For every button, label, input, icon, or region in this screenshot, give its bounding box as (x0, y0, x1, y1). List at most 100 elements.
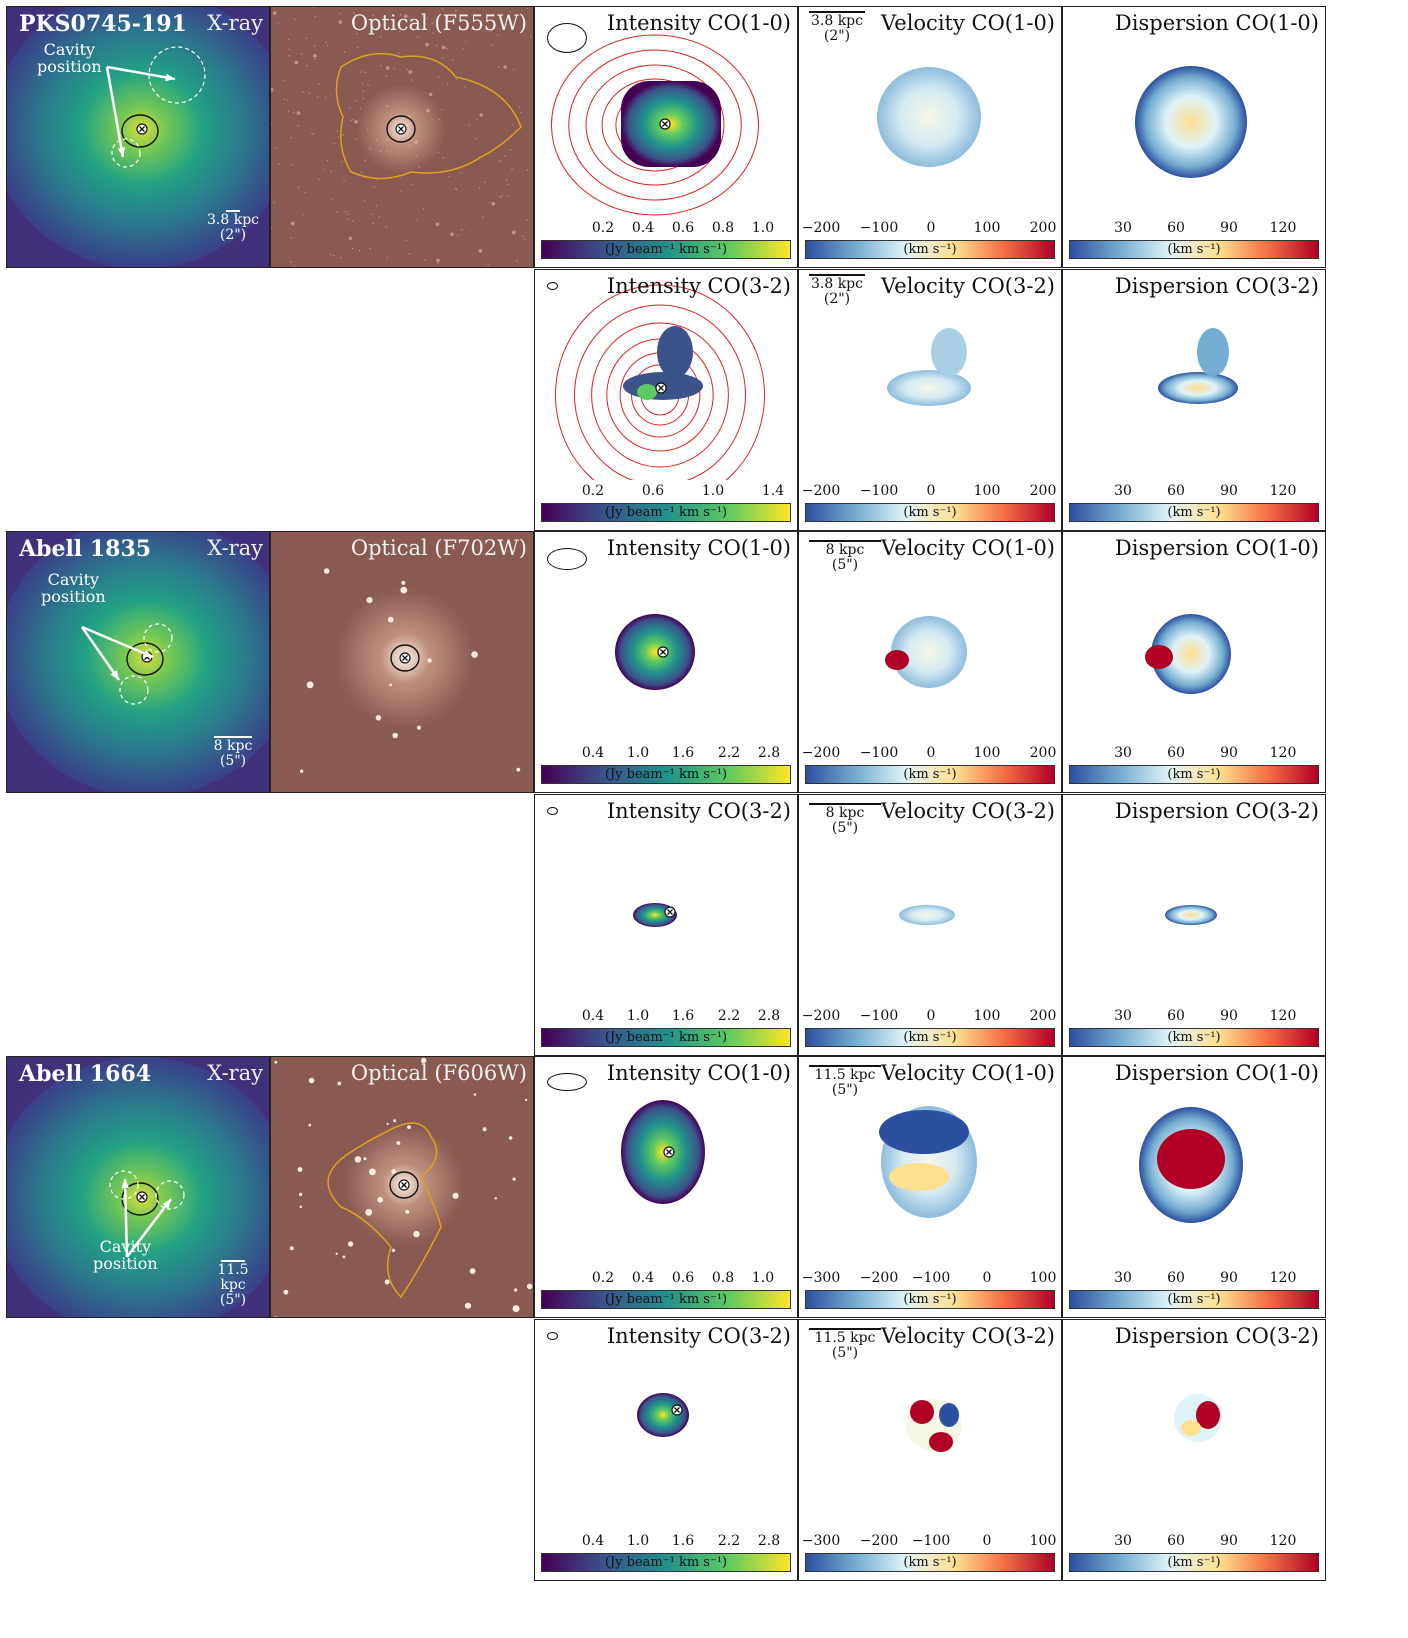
velocity-title: Velocity CO(3-2) (881, 274, 1055, 298)
xray-contour (327, 1122, 442, 1299)
intensity-map (633, 903, 677, 927)
scale-bar-line (221, 1260, 245, 1262)
dispersion-tick: 90 (1220, 1270, 1238, 1286)
colorbar-gradient (806, 766, 1054, 783)
scale-bar-text: (5") (831, 557, 859, 573)
scale-bar-text: (5") (219, 753, 247, 769)
cavity-arrow (80, 626, 121, 681)
dispersion-map (1145, 614, 1231, 694)
scale-bar-text: 3.8 kpc (810, 13, 863, 29)
dispersion-title: Dispersion CO(3-2) (1114, 1324, 1319, 1348)
cavity-label-line: position (37, 57, 102, 76)
intensity-tick: 2.2 (717, 745, 741, 761)
colorbar-ticks: 30 60 90 120 (1063, 483, 1325, 499)
colorbar-ticks: 30 60 90 120 (1063, 220, 1325, 236)
scale-bar: 11.5 kpc (5") (207, 1260, 259, 1308)
dispersion-tick: 90 (1220, 745, 1238, 761)
intensity-emission (657, 326, 693, 378)
velocity-field (929, 1432, 953, 1452)
cavity-arrow (106, 65, 176, 81)
xray-title: X-ray (207, 536, 263, 560)
velocity-tick: 0 (926, 220, 936, 236)
scale-bar-line (809, 540, 881, 542)
cluster-name: PKS0745-191 (19, 11, 187, 37)
velocity-map (885, 616, 967, 688)
cavity-arrow (81, 625, 154, 659)
colorbar-ticks: −200 −100 0 100 200 (799, 483, 1061, 499)
co-contour (390, 644, 420, 672)
scale-bar: 11.5 kpc (5") (809, 1328, 881, 1361)
colorbar-ticks: 30 60 90 120 (1063, 1270, 1325, 1286)
velocity-tick: −200 (801, 220, 841, 236)
scale-bar: 11.5 kpc (5") (809, 1065, 881, 1098)
co-contour (389, 1171, 419, 1199)
beam-ellipse (547, 807, 558, 815)
intensity-tick: 1.0 (701, 483, 725, 499)
intensity-tick: 0.4 (581, 745, 605, 761)
dispersion-panel-co32: Dispersion CO(3-2) 30 60 90 120 (km s⁻¹) (1062, 269, 1326, 531)
optical-title: Optical (F555W) (350, 11, 527, 35)
dispersion-tick: 90 (1220, 1008, 1238, 1024)
colorbar-label: (km s⁻¹) (1167, 505, 1221, 520)
velocity-panel-co10: Velocity CO(1-0) 3.8 kpc (2") −200 −100 0 100 2… (798, 6, 1062, 268)
colorbar-label: (Jy beam⁻¹ km s⁻¹) (604, 1030, 728, 1045)
scale-bar-text: (2") (219, 227, 247, 243)
scale-bar-text: 8 kpc (825, 542, 865, 558)
intensity-colorbar: (Jy beam⁻¹ km s⁻¹) (541, 503, 791, 522)
velocity-map (887, 328, 971, 406)
colorbar-gradient (1070, 1291, 1318, 1308)
velocity-tick: 100 (973, 745, 1001, 761)
co-contour (386, 115, 416, 143)
dispersion-field (1135, 66, 1247, 178)
velocity-panel-co32: Velocity CO(3-2) 3.8 kpc (2") −200 −100 0 100 2… (798, 269, 1062, 531)
intensity-tick: 1.6 (671, 1533, 695, 1549)
cavity-label: Cavity position (93, 1238, 158, 1272)
intensity-tick: 1.6 (671, 1008, 695, 1024)
colorbar-label: (Jy beam⁻¹ km s⁻¹) (604, 1555, 728, 1570)
cavity-label-line: Cavity (99, 1237, 152, 1256)
intensity-map (637, 1393, 689, 1437)
velocity-tick: 0 (926, 745, 936, 761)
velocity-tick: 100 (973, 220, 1001, 236)
colorbar-ticks: −300 −200 −100 0 100 (799, 1270, 1061, 1286)
dispersion-tick: 60 (1167, 483, 1185, 499)
dispersion-panel-co32: Dispersion CO(3-2) 30 60 90 120 (km s⁻¹) (1062, 794, 1326, 1056)
velocity-field (899, 905, 955, 925)
velocity-colorbar: (km s⁻¹) (805, 765, 1055, 784)
optical-panel-pks0745-191: Optical (F555W) (270, 6, 534, 268)
scale-bar-text: 3.8 kpc (207, 212, 260, 228)
colorbar-label: (km s⁻¹) (903, 1030, 957, 1045)
arrow-head-icon (165, 73, 175, 82)
scale-bar-line (214, 736, 252, 738)
intensity-colorbar: (Jy beam⁻¹ km s⁻¹) (541, 1290, 791, 1309)
intensity-panel-co32: Intensity CO(3-2) 0.2 0.6 1.0 1.4 (Jy beam⁻¹ … (534, 269, 798, 531)
cavity-label-line: position (41, 587, 106, 606)
dispersion-tick: 90 (1220, 220, 1238, 236)
colorbar-label: (Jy beam⁻¹ km s⁻¹) (604, 505, 728, 520)
colorbar-gradient (1070, 504, 1318, 521)
scale-bar: 8 kpc (5") (207, 736, 259, 769)
colorbar-ticks: 30 60 90 120 (1063, 1008, 1325, 1024)
colorbar-gradient (542, 504, 790, 521)
intensity-map (551, 34, 759, 216)
xray-contour (574, 304, 746, 480)
dispersion-title: Dispersion CO(1-0) (1114, 11, 1319, 35)
intensity-tick: 0.4 (581, 1533, 605, 1549)
optical-panel-abell-1664: Optical (F606W) (270, 1056, 534, 1318)
intensity-tick: 2.8 (757, 1533, 781, 1549)
dispersion-title: Dispersion CO(3-2) (1114, 274, 1319, 298)
velocity-tick: 0 (982, 1270, 992, 1286)
dispersion-field (1165, 905, 1217, 925)
dispersion-field (1181, 1420, 1201, 1436)
colorbar-gradient (806, 241, 1054, 258)
colorbar-gradient (542, 1291, 790, 1308)
dispersion-panel-co10: Dispersion CO(1-0) 30 60 90 120 (km s⁻¹) (1062, 531, 1326, 793)
velocity-field (877, 67, 981, 167)
scale-bar: 3.8 kpc (2") (809, 274, 865, 307)
dispersion-colorbar: (km s⁻¹) (1069, 1028, 1319, 1047)
velocity-tick: 200 (1029, 1008, 1057, 1024)
velocity-tick: 0 (926, 483, 936, 499)
colorbar-ticks: 0.4 1.0 1.6 2.2 2.8 (535, 745, 797, 761)
cluster-name: Abell 1835 (19, 536, 152, 562)
beam-ellipse (547, 1073, 587, 1091)
